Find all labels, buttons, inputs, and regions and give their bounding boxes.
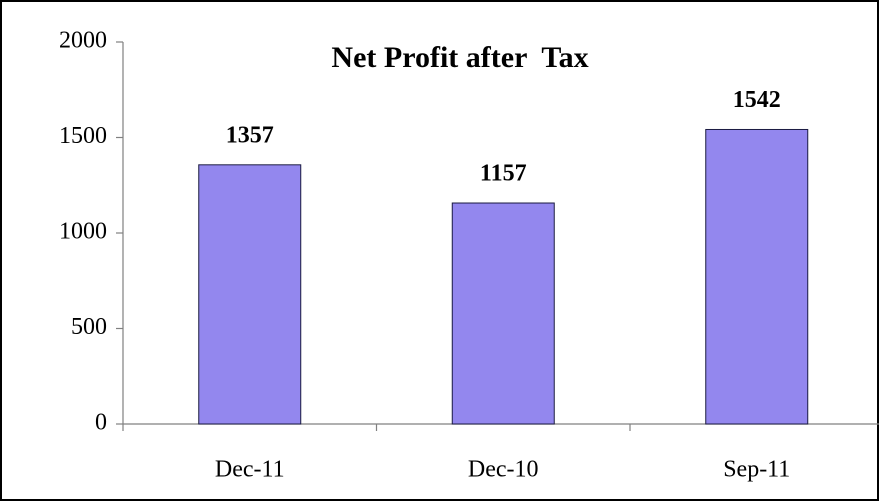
- x-tick-label: Dec-10: [468, 457, 539, 483]
- y-tick-label: 2000: [59, 28, 107, 54]
- value-label: 1157: [480, 161, 527, 187]
- bar: [198, 164, 302, 425]
- bar: [451, 202, 555, 425]
- value-label: 1357: [226, 122, 274, 148]
- value-label: 1542: [733, 87, 781, 113]
- chart-title: Net Profit after Tax: [331, 41, 588, 74]
- bar: [705, 128, 809, 425]
- y-tick-label: 1000: [59, 219, 107, 245]
- x-tick-label: Dec-11: [215, 457, 285, 483]
- y-tick-label: 500: [71, 314, 107, 340]
- x-tick-label: Sep-11: [723, 457, 790, 483]
- y-tick-label: 0: [95, 410, 107, 436]
- y-tick-label: 1500: [59, 123, 107, 149]
